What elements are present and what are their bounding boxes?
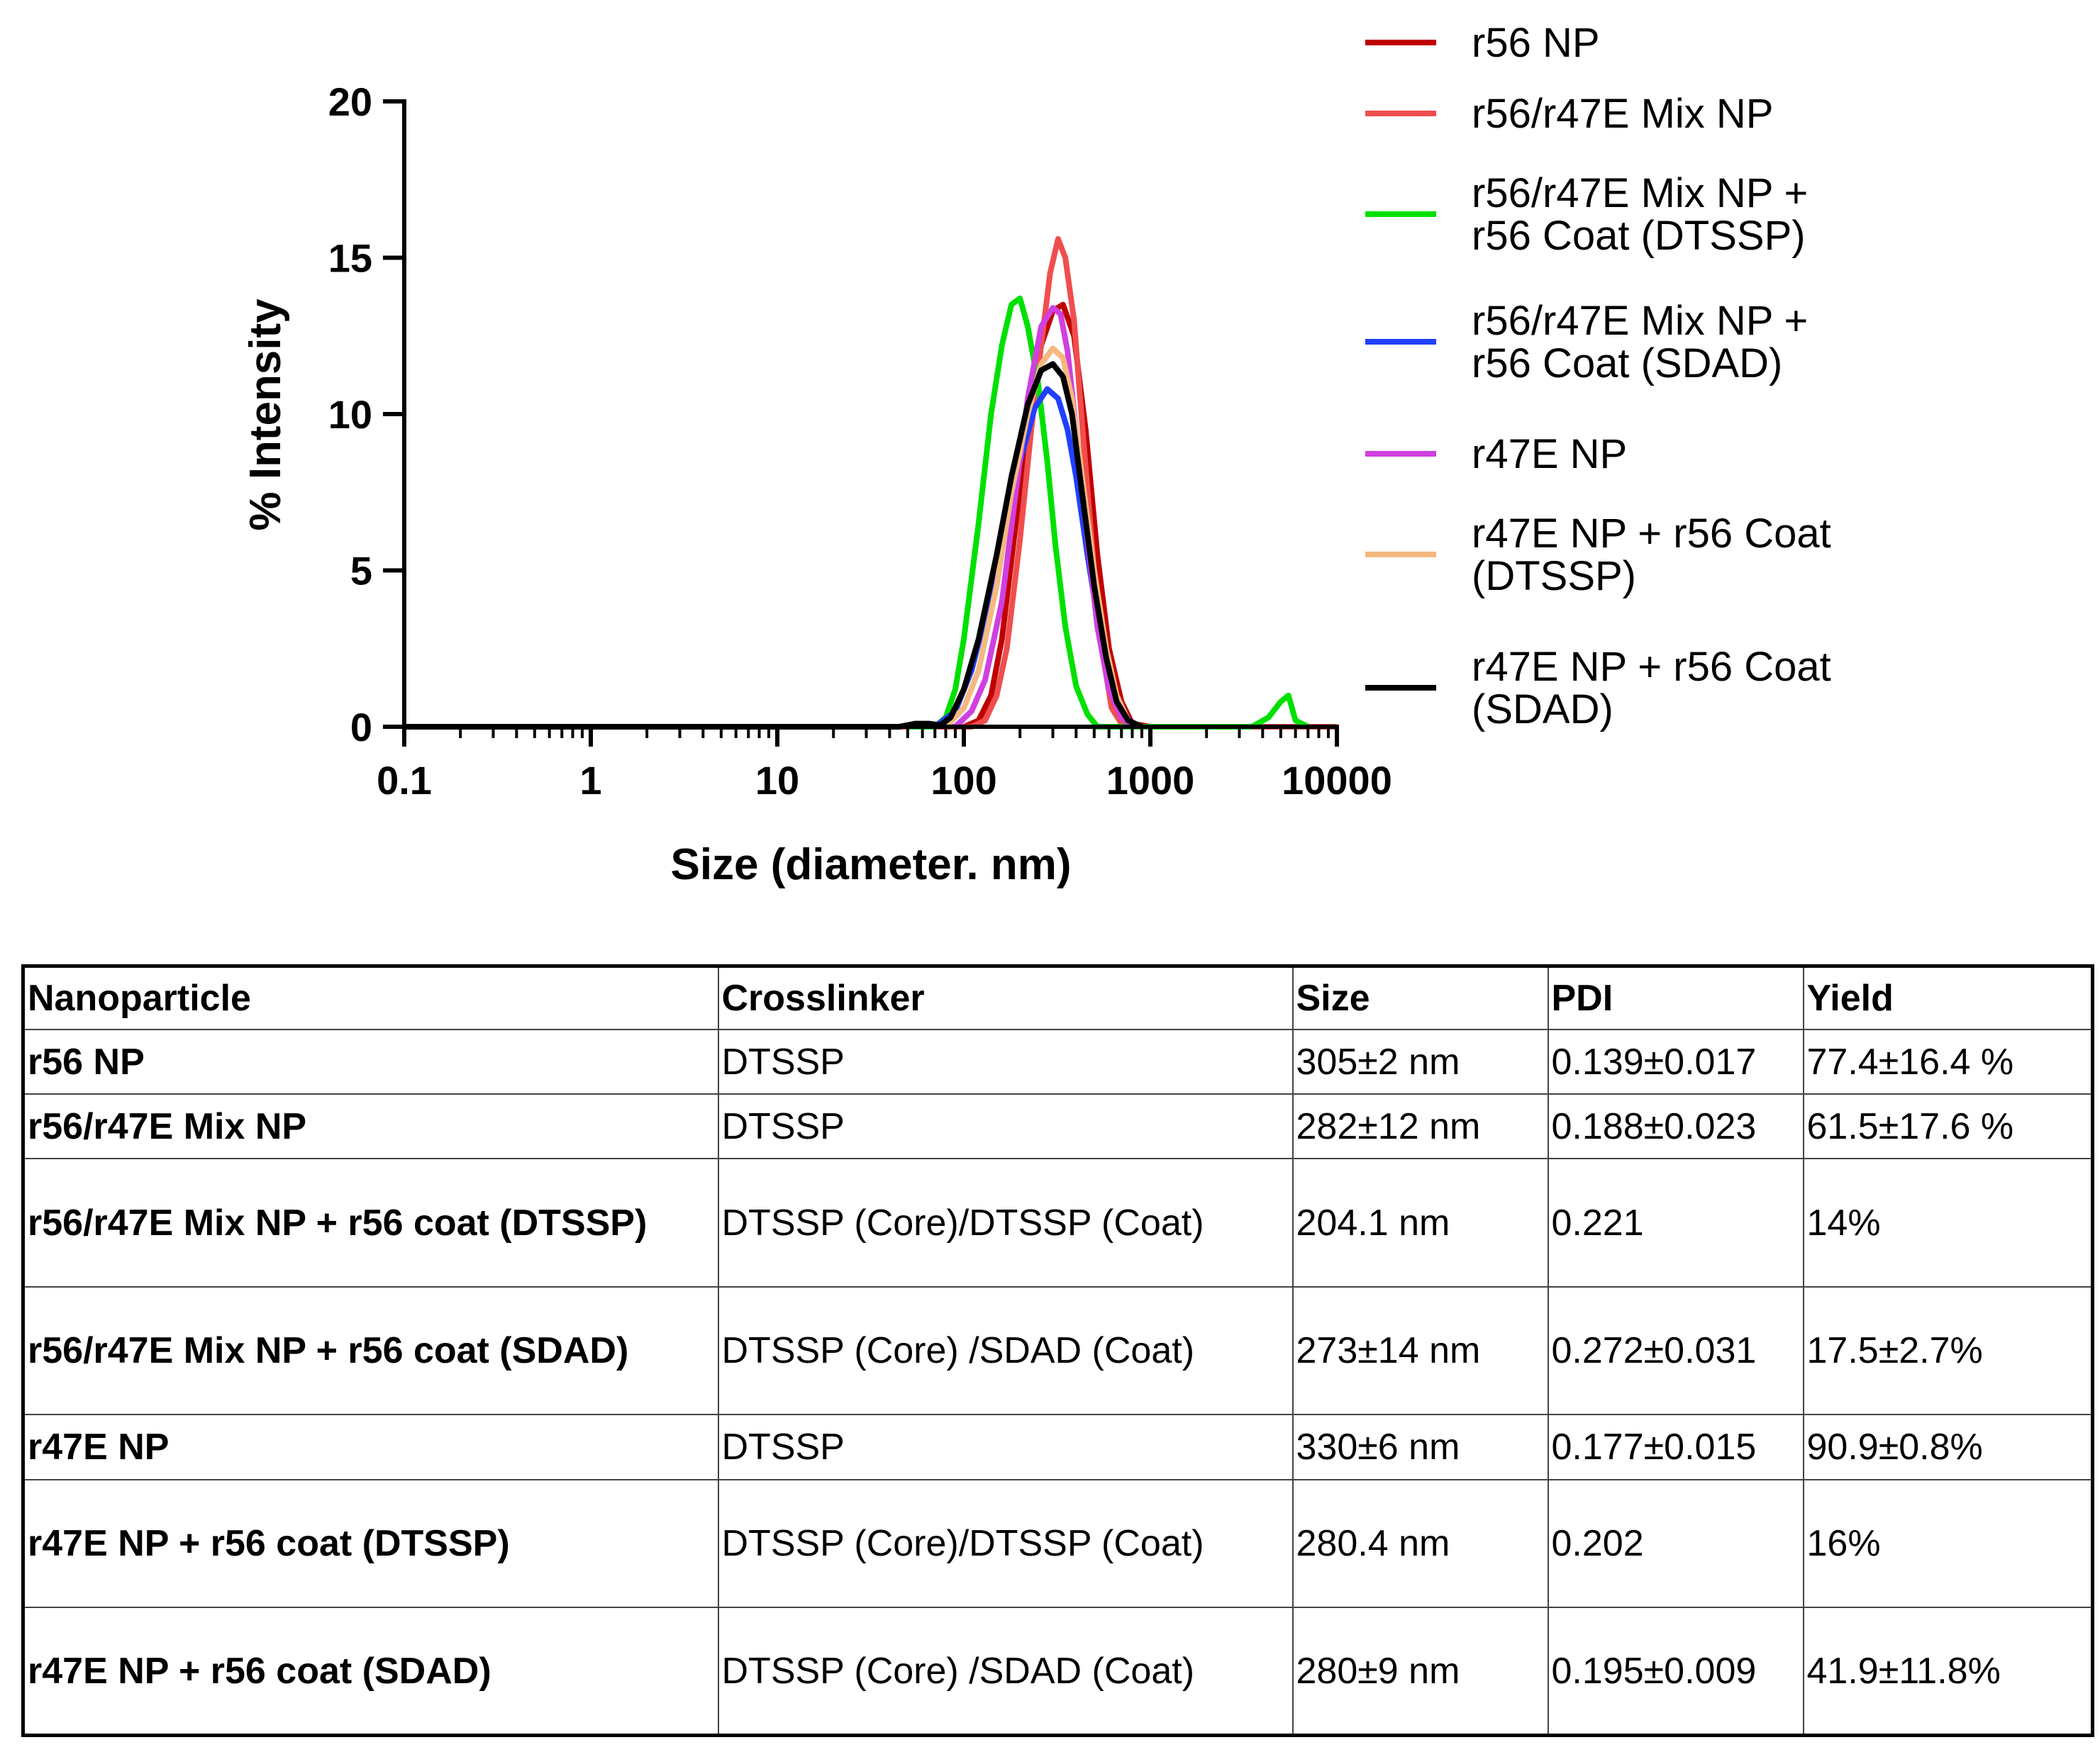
- cell-pdi: 0.188±0.023: [1547, 1093, 1804, 1160]
- cell-nanoparticle: r56/r47E Mix NP + r56 coat (DTSSP): [22, 1158, 719, 1288]
- cell-size: 280±9 nm: [1291, 1607, 1549, 1736]
- cell-crosslinker: DTSSP: [717, 1028, 1294, 1095]
- cell-yield: 77.4±16.4 %: [1802, 1028, 2094, 1095]
- cell-yield: 16%: [1802, 1478, 2094, 1609]
- legend-label: r47E NP + r56 Coat (SDAD): [1472, 644, 1831, 732]
- y-tick-label: 0: [350, 705, 372, 749]
- header-size: Size: [1291, 965, 1549, 1030]
- cell-size: 273±14 nm: [1291, 1285, 1549, 1416]
- cell-pdi: 0.202: [1547, 1478, 1804, 1609]
- cell-crosslinker: DTSSP (Core) /SDAD (Coat): [717, 1607, 1294, 1736]
- table-row: r56/r47E Mix NP DTSSP 282±12 nm 0.188±0.023…: [22, 1093, 2094, 1160]
- table-row: r56/r47E Mix NP + r56 coat (DTSSP) DTSSP …: [22, 1158, 2094, 1288]
- cell-size: 330±6 nm: [1291, 1414, 1549, 1480]
- series-line-3: [907, 295, 1310, 730]
- cell-crosslinker: DTSSP (Core)/DTSSP (Coat): [717, 1478, 1294, 1609]
- legend-label: r56/r47E Mix NP + r56 Coat (DTSSP): [1472, 170, 1808, 259]
- cell-yield: 61.5±17.6 %: [1802, 1093, 2094, 1160]
- series-line-2: [516, 236, 1337, 730]
- cell-pdi: 0.139±0.017: [1547, 1028, 1804, 1095]
- legend-item-5: r47E NP: [1365, 431, 1627, 477]
- x-tick-label: 1000: [1106, 758, 1195, 803]
- cell-nanoparticle: r47E NP: [22, 1414, 719, 1480]
- x-axis-label: Size (diameter. nm): [670, 840, 1071, 889]
- legend-item-7: r47E NP + r56 Coat (SDAD): [1365, 644, 1831, 732]
- series-line-5: [953, 305, 1135, 730]
- table-row: r56 NP DTSSP 305±2 nm 0.139±0.017 77.4±16.4 …: [22, 1028, 2094, 1095]
- header-nanoparticle: Nanoparticle: [22, 965, 719, 1030]
- legend-item-4: r56/r47E Mix NP + r56 Coat (SDAD): [1365, 298, 1808, 386]
- legend: r56 NP r56/r47E Mix NP r56/r47E Mix NP + r5…: [1365, 20, 1831, 732]
- table-row: r56/r47E Mix NP + r56 coat (SDAD) DTSSP (…: [22, 1285, 2094, 1416]
- x-tick-label: 1: [579, 758, 601, 803]
- cell-nanoparticle: r47E NP + r56 coat (DTSSP): [22, 1478, 719, 1609]
- axes: 0 5 10 15 20 0.1 1 10 100 1000 10000: [328, 79, 1392, 803]
- legend-label: r56/r47E Mix NP + r56 Coat (SDAD): [1472, 298, 1808, 386]
- legend-label: r47E NP: [1472, 431, 1627, 477]
- legend-item-3: r56/r47E Mix NP + r56 Coat (DTSSP): [1365, 170, 1808, 259]
- cell-nanoparticle: r56/r47E Mix NP + r56 coat (SDAD): [22, 1285, 719, 1416]
- legend-label: r47E NP + r56 Coat (DTSSP): [1472, 510, 1831, 599]
- table-row: r47E NP + r56 coat (SDAD) DTSSP (Core) /S…: [22, 1607, 2094, 1736]
- cell-pdi: 0.177±0.015: [1547, 1414, 1804, 1480]
- nanoparticle-table: Nanoparticle Crosslinker Size PDI Yield …: [21, 964, 2094, 1737]
- cell-crosslinker: DTSSP: [717, 1414, 1294, 1480]
- header-yield: Yield: [1802, 965, 2094, 1030]
- cell-crosslinker: DTSSP (Core)/DTSSP (Coat): [717, 1158, 1294, 1288]
- series-line-7: [404, 361, 1143, 730]
- cell-nanoparticle: r56/r47E Mix NP: [22, 1093, 719, 1160]
- cell-crosslinker: DTSSP (Core) /SDAD (Coat): [717, 1285, 1294, 1416]
- cell-pdi: 0.195±0.009: [1547, 1607, 1804, 1736]
- y-tick-label: 10: [328, 392, 372, 437]
- x-tick-label: 0.1: [377, 758, 432, 803]
- legend-label: r56 NP: [1472, 20, 1600, 66]
- size-distribution-chart: 0 5 10 15 20 0.1 1 10 100 1000 10000 % Intensity S…: [241, 20, 1831, 889]
- cell-pdi: 0.272±0.031: [1547, 1285, 1804, 1416]
- y-axis-label: % Intensity: [241, 298, 290, 531]
- x-tick-label: 10: [755, 758, 799, 803]
- x-tick-label: 10000: [1282, 758, 1392, 803]
- cell-yield: 14%: [1802, 1158, 2094, 1288]
- cell-yield: 90.9±0.8%: [1802, 1414, 2094, 1480]
- legend-item-2: r56/r47E Mix NP: [1365, 91, 1773, 137]
- cell-size: 280.4 nm: [1291, 1478, 1549, 1609]
- header-pdi: PDI: [1547, 965, 1804, 1030]
- table-header-row: Nanoparticle Crosslinker Size PDI Yield: [22, 965, 2094, 1030]
- cell-size: 204.1 nm: [1291, 1158, 1549, 1288]
- cell-size: 282±12 nm: [1291, 1093, 1549, 1160]
- plot-area: [404, 236, 1337, 730]
- table-row: r47E NP + r56 coat (DTSSP) DTSSP (Core)/D…: [22, 1478, 2094, 1609]
- cell-pdi: 0.221: [1547, 1158, 1804, 1288]
- header-crosslinker: Crosslinker: [717, 965, 1294, 1030]
- legend-item-1: r56 NP: [1365, 20, 1600, 66]
- x-tick-label: 100: [930, 758, 996, 803]
- y-tick-label: 5: [350, 549, 372, 593]
- table-row: r47E NP DTSSP 330±6 nm 0.177±0.015 90.9±0.8%: [22, 1414, 2094, 1480]
- cell-yield: 17.5±2.7%: [1802, 1285, 2094, 1416]
- legend-item-6: r47E NP + r56 Coat (DTSSP): [1365, 510, 1831, 599]
- cell-crosslinker: DTSSP: [717, 1093, 1294, 1160]
- cell-size: 305±2 nm: [1291, 1028, 1549, 1095]
- cell-nanoparticle: r56 NP: [22, 1028, 719, 1095]
- y-tick-label: 20: [328, 79, 372, 124]
- legend-label: r56/r47E Mix NP: [1472, 91, 1773, 137]
- cell-nanoparticle: r47E NP + r56 coat (SDAD): [22, 1607, 719, 1736]
- y-tick-label: 15: [328, 236, 372, 281]
- cell-yield: 41.9±11.8%: [1802, 1607, 2094, 1736]
